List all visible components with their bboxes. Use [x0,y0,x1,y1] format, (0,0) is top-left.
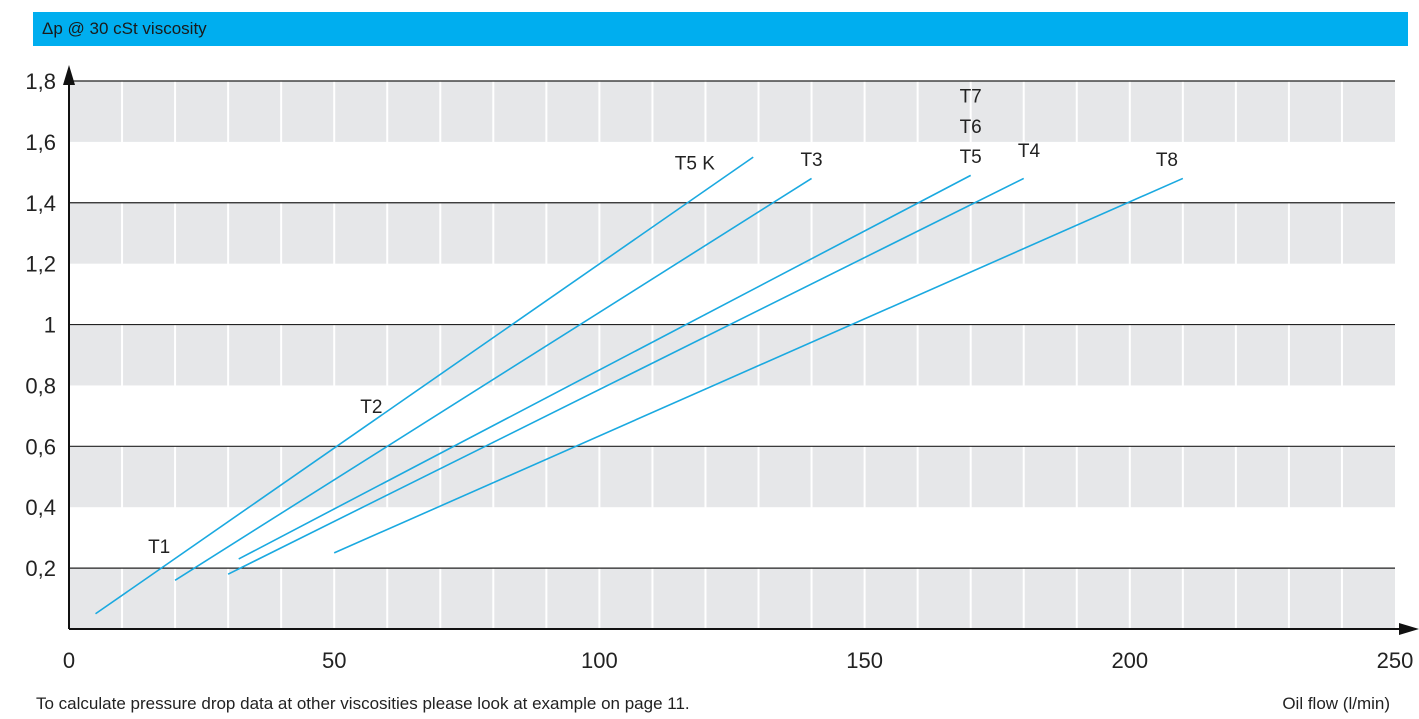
grid-band [69,324,1395,386]
y-tick-label: 1,8 [25,69,56,94]
footnote: To calculate pressure drop data at other… [36,694,690,713]
curve-label: T8 [1156,150,1178,171]
series-line [95,156,754,615]
curve-label: T4 [1018,141,1041,162]
x-tick-label: 200 [1111,648,1148,673]
curve-label: T5 K [675,153,715,174]
grid-band [69,568,1395,629]
y-axis-arrow [63,65,75,85]
x-tick-label: 250 [1377,648,1414,673]
x-axis-arrow [1399,623,1419,635]
series-line [174,177,812,581]
x-tick-label: 50 [322,648,346,673]
grid-band [69,446,1395,508]
grid-band [69,202,1395,264]
y-tick-label: 1,4 [25,191,56,216]
x-tick-label: 100 [581,648,618,673]
y-tick-label: 0,2 [25,556,56,581]
curve-label: T2 [360,397,382,418]
y-tick-label: 1 [44,313,56,338]
y-tick-label: 0,8 [25,373,56,398]
x-tick-label: 0 [63,648,75,673]
y-tick-label: 1,6 [25,130,56,155]
y-tick-label: 1,2 [25,252,56,277]
curve-label: T7 [960,86,982,107]
series-line [227,177,1025,575]
y-tick-label: 0,4 [25,495,56,520]
curve-label: T5 [960,147,982,168]
x-axis-label: Oil flow (l/min) [1282,694,1390,713]
x-tick-label: 150 [846,648,883,673]
curve-label: T6 [960,117,982,138]
y-tick-label: 0,6 [25,434,56,459]
curve-label: T1 [148,537,170,558]
chart-header-bar: Δp @ 30 cSt viscosity [33,12,1408,46]
series-line [333,177,1184,554]
curve-label: T3 [800,150,822,171]
grid-band [69,81,1395,142]
series-line [238,174,972,560]
chart-title: Δp @ 30 cSt viscosity [42,19,207,38]
